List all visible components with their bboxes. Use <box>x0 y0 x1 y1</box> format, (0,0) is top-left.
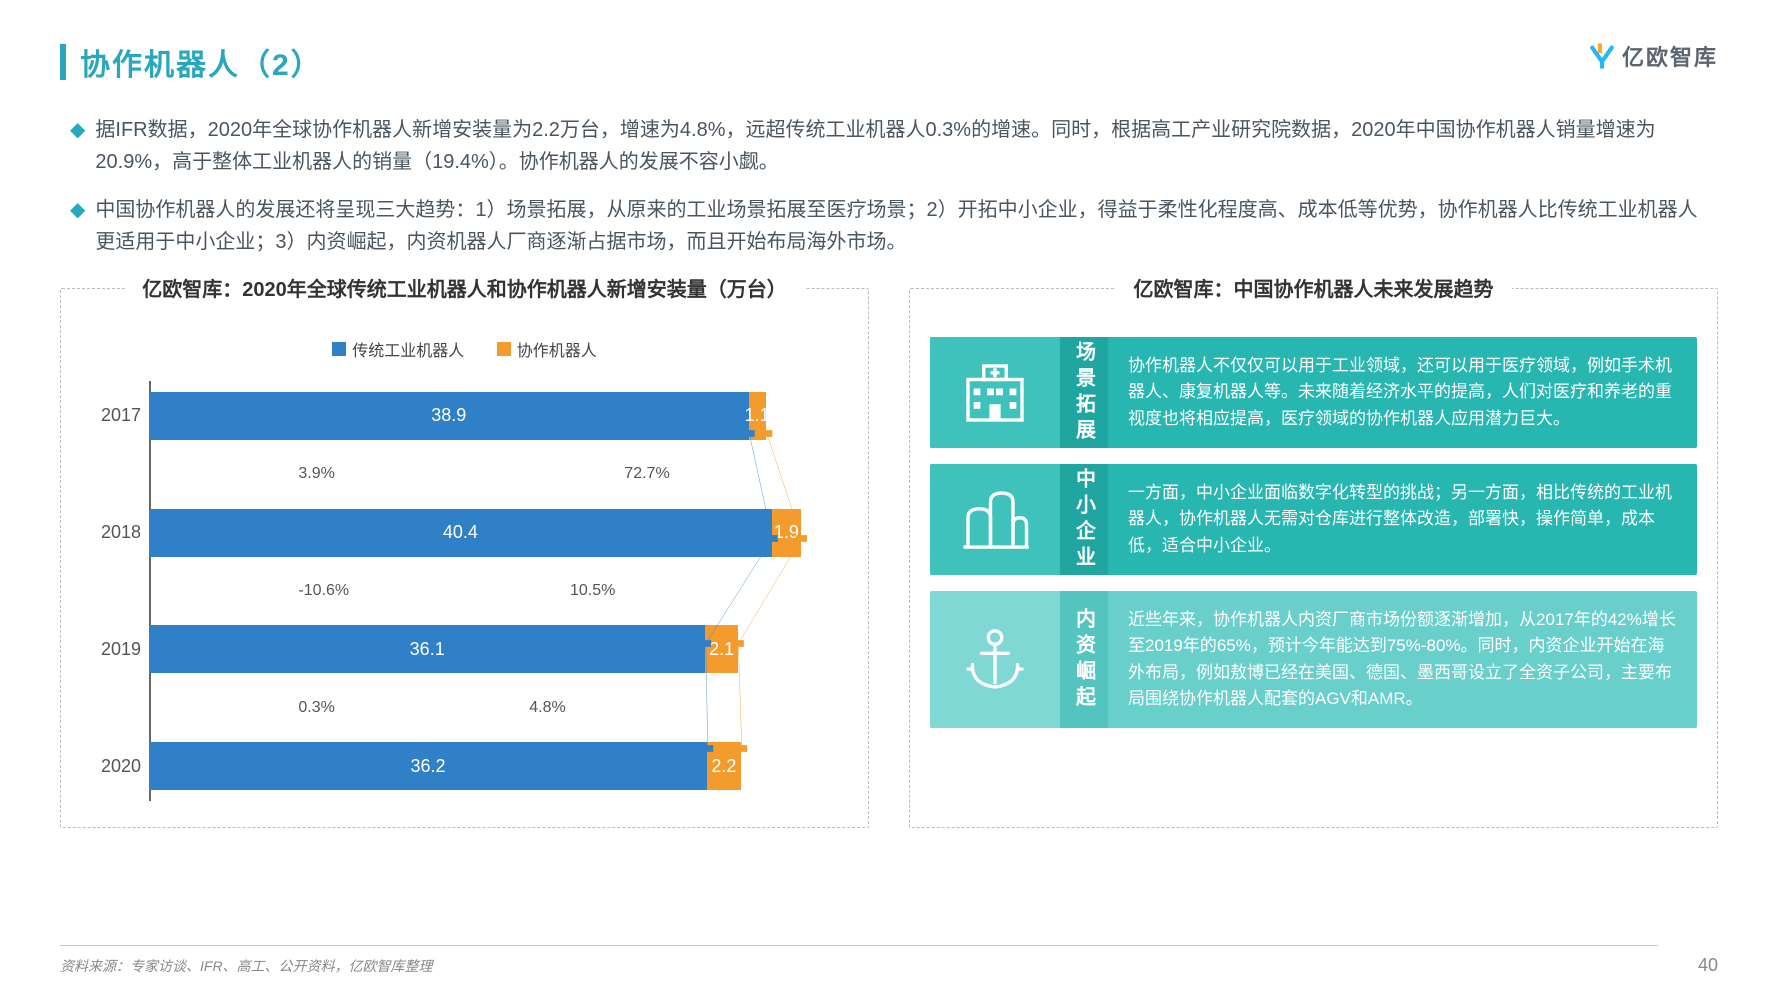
brand-logo: 亿欧智库 <box>1588 40 1718 72</box>
hospital-icon <box>930 337 1060 448</box>
bullet-list: ◆ 据IFR数据，2020年全球协作机器人新增安装量为2.2万台，增速为4.8%… <box>70 114 1708 258</box>
trend-label-text: 中小企业 <box>1070 468 1099 572</box>
category-label: 2020 <box>89 756 141 777</box>
category-label: 2018 <box>89 522 141 543</box>
growth-label-b: 10.5% <box>570 582 615 600</box>
bullet-marker-icon: ◆ <box>70 194 85 258</box>
anchor-icon <box>930 591 1060 728</box>
legend-item: 协作机器人 <box>497 337 597 361</box>
legend-item: 传统工业机器人 <box>332 337 464 361</box>
legend-swatch <box>497 342 511 356</box>
legend-label: 传统工业机器人 <box>352 337 464 361</box>
trend-body: 近些年来，协作机器人内资厂商市场份额逐渐增加，从2017年的42%增长至2019… <box>1108 591 1697 728</box>
bar-series-a: 36.2 <box>149 742 707 790</box>
trend-label: 中小企业 <box>1060 464 1108 575</box>
bar-series-b: 1.1 <box>749 392 766 440</box>
growth-row: 0.3% 4.8% <box>149 695 828 721</box>
chart-panel: 亿欧智库：2020年全球传统工业机器人和协作机器人新增安装量（万台） 传统工业机… <box>60 288 869 828</box>
trend-label-text: 内资崛起 <box>1070 608 1099 712</box>
growth-label-a: 0.3% <box>298 699 334 717</box>
trend-body: 协作机器人不仅仅可以用于工业领域，还可以用于医疗领域，例如手术机器人、康复机器人… <box>1108 337 1697 448</box>
legend-label: 协作机器人 <box>517 337 597 361</box>
bar-series-b: 2.2 <box>707 742 741 790</box>
bullet-item: ◆ 据IFR数据，2020年全球协作机器人新增安装量为2.2万台，增速为4.8%… <box>70 114 1708 178</box>
bullet-text: 据IFR数据，2020年全球协作机器人新增安装量为2.2万台，增速为4.8%，远… <box>95 114 1708 178</box>
bar-row: 2019 36.1 2.1 <box>149 625 828 673</box>
trend-body: 一方面，中小企业面临数字化转型的挑战；另一方面，相比传统的工业机器人，协作机器人… <box>1108 464 1697 575</box>
bar-series-a: 36.1 <box>149 625 705 673</box>
trend-list: 场景拓展 协作机器人不仅仅可以用于工业领域，还可以用于医疗领域，例如手术机器人、… <box>930 337 1697 728</box>
growth-label-b: 4.8% <box>529 699 565 717</box>
growth-label-a: -10.6% <box>298 582 349 600</box>
category-label: 2019 <box>89 639 141 660</box>
footer-source: 资料来源：专家访谈、IFR、高工、公开资料，亿欧智库整理 <box>60 945 1658 976</box>
trend-card-scene-expansion: 场景拓展 协作机器人不仅仅可以用于工业领域，还可以用于医疗领域，例如手术机器人、… <box>930 337 1697 448</box>
bullet-text: 中国协作机器人的发展还将呈现三大趋势：1）场景拓展，从原来的工业场景拓展至医疗场… <box>95 194 1708 258</box>
panels-row: 亿欧智库：2020年全球传统工业机器人和协作机器人新增安装量（万台） 传统工业机… <box>60 288 1718 828</box>
growth-label-a: 3.9% <box>298 465 334 483</box>
chart-title: 亿欧智库：2020年全球传统工业机器人和协作机器人新增安装量（万台） <box>124 273 805 302</box>
page-number: 40 <box>1698 955 1718 976</box>
growth-row: 3.9% 72.7% <box>149 461 828 487</box>
logo-icon <box>1588 42 1616 70</box>
bar-series-b: 1.9 <box>772 509 801 557</box>
footer: 资料来源：专家访谈、IFR、高工、公开资料，亿欧智库整理 40 <box>60 945 1718 976</box>
title-accent <box>60 44 66 80</box>
bar-series-a: 38.9 <box>149 392 749 440</box>
bar-row: 2018 40.4 1.9 <box>149 509 828 557</box>
trends-title: 亿欧智库：中国协作机器人未来发展趋势 <box>1116 273 1512 302</box>
trend-card-sme: 中小企业 一方面，中小企业面临数字化转型的挑战；另一方面，相比传统的工业机器人，… <box>930 464 1697 575</box>
slide-title-bar: 协作机器人（2） <box>60 40 1718 84</box>
legend-swatch <box>332 342 346 356</box>
chart-area: 2017 38.9 1.1 3.9% 72.7% 2018 40.4 1.9 -… <box>149 381 828 801</box>
chart-rows: 2017 38.9 1.1 3.9% 72.7% 2018 40.4 1.9 -… <box>149 381 828 801</box>
bar-row: 2020 36.2 2.2 <box>149 742 828 790</box>
bullet-marker-icon: ◆ <box>70 114 85 178</box>
trend-label: 内资崛起 <box>1060 591 1108 728</box>
chart-legend: 传统工业机器人 协作机器人 <box>81 337 848 361</box>
bar-series-b: 2.1 <box>705 625 737 673</box>
growth-row: -10.6% 10.5% <box>149 578 828 604</box>
bullet-item: ◆ 中国协作机器人的发展还将呈现三大趋势：1）场景拓展，从原来的工业场景拓展至医… <box>70 194 1708 258</box>
logo-text: 亿欧智库 <box>1622 40 1718 72</box>
slide-title: 协作机器人（2） <box>80 40 323 84</box>
bar-row: 2017 38.9 1.1 <box>149 392 828 440</box>
trend-label: 场景拓展 <box>1060 337 1108 448</box>
trend-label-text: 场景拓展 <box>1070 341 1099 445</box>
growth-label-b: 72.7% <box>624 465 669 483</box>
buildings-icon <box>930 464 1060 575</box>
trends-panel: 亿欧智库：中国协作机器人未来发展趋势 场景拓展 协作机器人不仅仅可以用于工业领域… <box>909 288 1718 828</box>
category-label: 2017 <box>89 405 141 426</box>
trend-card-domestic-rise: 内资崛起 近些年来，协作机器人内资厂商市场份额逐渐增加，从2017年的42%增长… <box>930 591 1697 728</box>
bar-series-a: 40.4 <box>149 509 772 557</box>
